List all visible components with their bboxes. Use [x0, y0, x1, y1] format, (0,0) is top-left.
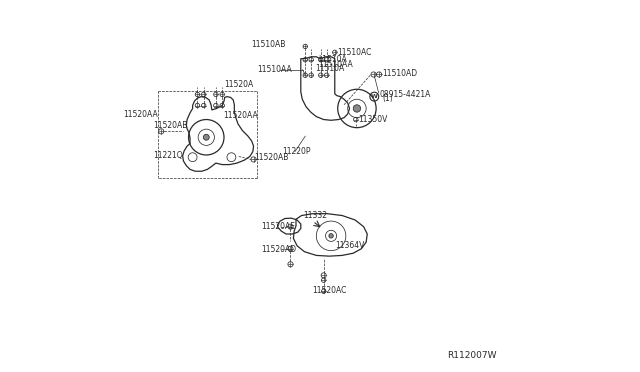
Text: 11520AE: 11520AE — [261, 222, 295, 231]
Text: 11520AA: 11520AA — [223, 110, 258, 120]
Text: 08915-4421A: 08915-4421A — [380, 90, 431, 99]
Text: 11364V: 11364V — [335, 241, 364, 250]
Text: W: W — [371, 94, 378, 99]
Text: 11510A: 11510A — [316, 64, 345, 73]
Text: 11510AA: 11510AA — [318, 60, 353, 69]
Text: 11520A: 11520A — [224, 80, 253, 89]
Text: 11520AD: 11520AD — [261, 246, 296, 254]
Text: 11510AB: 11510AB — [252, 41, 286, 49]
Text: 11510AC: 11510AC — [337, 48, 371, 57]
Circle shape — [329, 234, 333, 238]
Text: 11520AC: 11520AC — [312, 286, 347, 295]
Circle shape — [353, 105, 360, 112]
Text: 11220P: 11220P — [282, 147, 311, 156]
Text: 11520AB: 11520AB — [153, 121, 188, 129]
Text: L1510A: L1510A — [318, 55, 346, 64]
Text: 11510AD: 11510AD — [382, 69, 417, 78]
Text: 11350V: 11350V — [358, 115, 388, 124]
Text: 11332: 11332 — [303, 211, 328, 220]
Text: (1): (1) — [382, 94, 393, 103]
Text: R112007W: R112007W — [447, 351, 497, 360]
Text: 11221Q: 11221Q — [153, 151, 183, 160]
Text: 11520AA: 11520AA — [124, 109, 158, 119]
Text: 11520AB: 11520AB — [254, 153, 289, 162]
Circle shape — [204, 134, 209, 140]
Text: 11510AA: 11510AA — [257, 65, 292, 74]
